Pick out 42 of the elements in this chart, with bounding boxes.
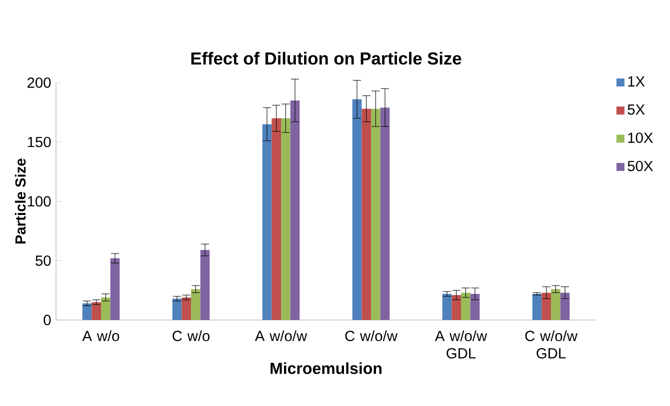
bar	[380, 108, 390, 320]
bar	[281, 118, 290, 320]
bar	[262, 124, 272, 320]
x-tick-label: A w/o/w	[254, 330, 308, 342]
bar	[542, 292, 551, 320]
bar	[200, 250, 210, 320]
bar	[172, 298, 182, 320]
x-axis-title: Microemulsion	[270, 362, 382, 374]
bar	[110, 258, 120, 320]
bar	[101, 297, 110, 320]
bar	[460, 292, 470, 320]
bar	[92, 302, 102, 320]
bar	[550, 289, 560, 320]
legend-label: 1X	[628, 76, 645, 86]
bar	[352, 99, 362, 320]
bar	[290, 100, 300, 320]
y-tick-label: 0	[44, 314, 51, 326]
y-tick-label: 200	[28, 77, 51, 88]
x-tick-label: A w/o	[82, 330, 120, 342]
legend-label: 10X	[628, 132, 653, 143]
bar	[362, 108, 371, 320]
bar	[191, 289, 200, 320]
y-tick-label: 100	[28, 196, 51, 207]
legend-label: 50X	[628, 160, 653, 172]
bar	[442, 294, 452, 320]
chart-title: Effect of Dilution on Particle Size	[191, 52, 462, 65]
y-tick-label: 50	[36, 255, 51, 266]
x-tick-label: C w/o/w GDL	[525, 330, 578, 358]
bar	[182, 297, 192, 320]
y-axis-title: Particle Size	[14, 158, 26, 244]
x-tick-label: C w/o/w	[345, 330, 398, 342]
bar	[470, 294, 480, 320]
bar	[532, 294, 542, 320]
y-tick-label: 150	[28, 136, 51, 148]
x-tick-label: A w/o/w GDL	[434, 330, 488, 358]
x-tick-label: C w/o	[172, 330, 210, 342]
bar	[82, 303, 92, 320]
legend-label: 5X	[628, 104, 645, 115]
bar	[371, 108, 380, 320]
bar	[452, 295, 461, 320]
bar	[272, 118, 281, 320]
bar	[560, 292, 570, 320]
